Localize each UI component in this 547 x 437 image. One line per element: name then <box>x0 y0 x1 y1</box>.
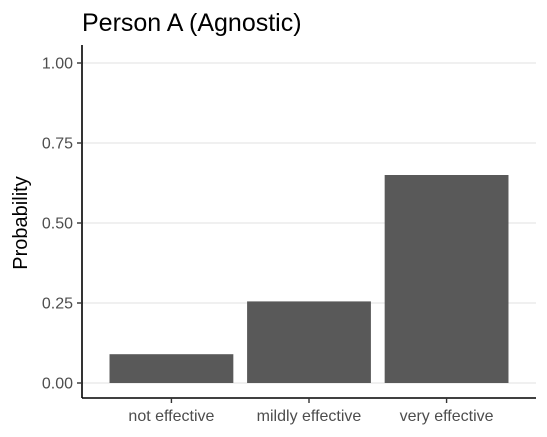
x-tick-label: not effective <box>128 408 214 425</box>
y-tick-label: 0.00 <box>42 376 73 393</box>
y-axis-label: Probability <box>10 176 32 269</box>
x-ticks: not effective mildly effective very effect… <box>128 398 494 425</box>
bars <box>109 175 509 383</box>
y-ticks: 0.00 0.25 0.50 0.75 1.00 <box>42 56 82 393</box>
bar <box>247 301 371 383</box>
y-tick-label: 1.00 <box>42 56 73 73</box>
y-tick-label: 0.75 <box>42 136 73 153</box>
x-tick-label: very effective <box>400 408 494 425</box>
y-tick-label: 0.25 <box>42 296 73 313</box>
bar <box>109 354 234 383</box>
y-tick-label: 0.50 <box>42 216 73 233</box>
chart-title: Person A (Agnostic) <box>82 9 302 37</box>
bar <box>384 175 509 383</box>
x-tick-label: mildly effective <box>257 408 362 425</box>
